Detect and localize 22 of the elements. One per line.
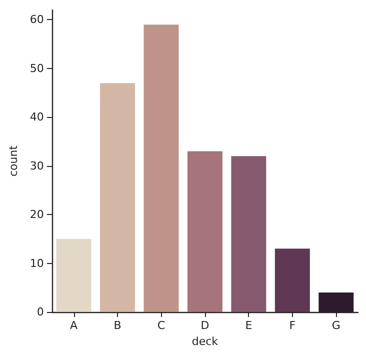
x-tick-label: G [332, 319, 340, 332]
y-tick-label: 10 [30, 256, 44, 270]
y-tick-label: 20 [30, 208, 44, 222]
y-tick-label: 0 [36, 306, 44, 318]
y-tick-label: 30 [30, 159, 44, 172]
bar [100, 83, 135, 312]
x-tick-label: D [200, 319, 210, 332]
x-tick-label: E [245, 319, 252, 332]
bar [187, 151, 222, 312]
x-axis-title: deck [192, 334, 219, 348]
y-tick-label: 60 [30, 13, 44, 26]
x-tick-label: A [70, 319, 78, 332]
y-axis-title: count [7, 144, 20, 177]
y-tick-label: 50 [30, 62, 44, 75]
bar [274, 248, 310, 312]
bar [56, 238, 92, 312]
x-tick-label: C [157, 319, 166, 332]
x-tick-label: B [114, 319, 122, 332]
x-tick-label: F [289, 319, 296, 332]
bar [231, 156, 266, 312]
y-tick-label: 40 [30, 110, 44, 124]
bar [144, 24, 179, 312]
